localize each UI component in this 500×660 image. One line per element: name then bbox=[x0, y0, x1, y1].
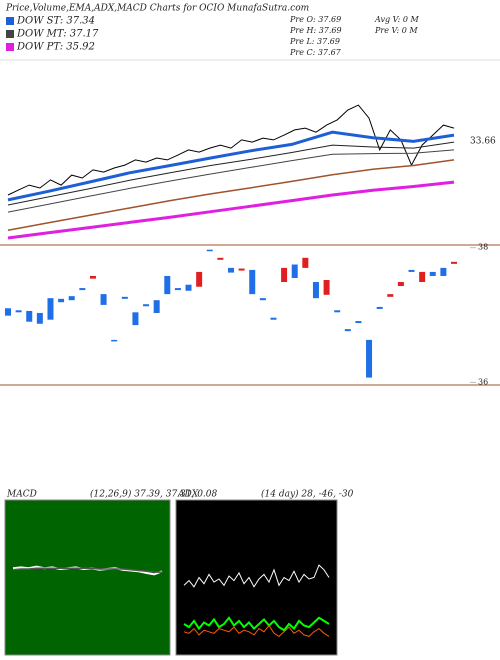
candle bbox=[281, 267, 288, 283]
candle bbox=[302, 257, 309, 268]
candle bbox=[196, 271, 203, 287]
y-tick-label: 36 bbox=[478, 377, 488, 386]
candle bbox=[121, 296, 128, 299]
candle bbox=[451, 261, 457, 264]
legend-swatch bbox=[6, 17, 14, 25]
series-line bbox=[7, 180, 455, 240]
series-line bbox=[12, 567, 162, 573]
series-line bbox=[7, 141, 455, 206]
candle bbox=[100, 294, 107, 305]
stat: Pre C: 37.67 bbox=[289, 48, 342, 57]
candle bbox=[217, 257, 224, 260]
legend-label: DOW MT: 37.17 bbox=[16, 29, 99, 40]
candle bbox=[228, 267, 234, 273]
candle bbox=[344, 329, 351, 332]
stat: Pre L: 37.69 bbox=[289, 37, 340, 46]
candle bbox=[174, 288, 181, 291]
panel-subtitle: (12,26,9) 37.39, 37.31, 0.08 bbox=[90, 489, 218, 500]
candle bbox=[419, 271, 426, 283]
candle bbox=[79, 288, 86, 291]
panel-subtitle: (14 day) 28, -46, -30 bbox=[261, 489, 354, 500]
candle bbox=[143, 304, 150, 307]
candle bbox=[36, 312, 43, 324]
candle bbox=[206, 249, 213, 252]
candle bbox=[238, 268, 245, 271]
series-line bbox=[7, 149, 455, 213]
candle bbox=[291, 264, 298, 278]
candle bbox=[429, 271, 436, 276]
candle bbox=[312, 282, 319, 299]
candle bbox=[15, 310, 22, 313]
candle bbox=[164, 275, 171, 295]
stat: Avg V: 0 M bbox=[374, 15, 419, 24]
candle bbox=[111, 339, 118, 342]
stat: Pre H: 37.69 bbox=[289, 26, 342, 35]
candle bbox=[408, 269, 415, 272]
candle bbox=[68, 296, 75, 301]
panel-background bbox=[4, 499, 171, 656]
candle bbox=[323, 280, 330, 295]
series-line bbox=[7, 104, 455, 196]
panel-background bbox=[175, 499, 338, 656]
panel-title: ADX bbox=[177, 490, 199, 500]
candle bbox=[5, 308, 11, 316]
candle bbox=[132, 312, 139, 326]
legend-swatch bbox=[6, 30, 14, 38]
series-line bbox=[7, 159, 455, 231]
candle bbox=[185, 284, 192, 291]
y-tick-label: 38 bbox=[478, 243, 488, 252]
series-line bbox=[183, 624, 330, 638]
candle bbox=[440, 267, 447, 276]
candle bbox=[397, 282, 404, 287]
candle bbox=[376, 306, 383, 309]
candle bbox=[58, 298, 65, 303]
stat: Pre V: 0 M bbox=[374, 26, 418, 35]
panel-title: MACD bbox=[6, 490, 37, 500]
series-line bbox=[183, 564, 330, 588]
series-line bbox=[183, 616, 330, 632]
candle bbox=[334, 310, 341, 313]
series-line bbox=[7, 130, 455, 202]
candle bbox=[26, 310, 33, 322]
candle bbox=[387, 294, 394, 297]
legend-swatch bbox=[6, 43, 14, 51]
candle bbox=[355, 321, 362, 324]
candle bbox=[270, 317, 277, 320]
candle bbox=[259, 298, 266, 301]
candle bbox=[47, 298, 54, 320]
candle bbox=[249, 269, 256, 295]
annotation: 33.66 bbox=[470, 137, 496, 147]
legend-label: DOW ST: 37.34 bbox=[16, 16, 95, 27]
legend-label: DOW PT: 35.92 bbox=[16, 42, 95, 53]
candle bbox=[89, 275, 96, 279]
candle bbox=[153, 300, 160, 313]
chart-title: Price,Volume,EMA,ADX,MACD Charts for OCI… bbox=[5, 4, 309, 14]
candle bbox=[366, 339, 373, 378]
stat: Pre O: 37.69 bbox=[289, 15, 341, 24]
